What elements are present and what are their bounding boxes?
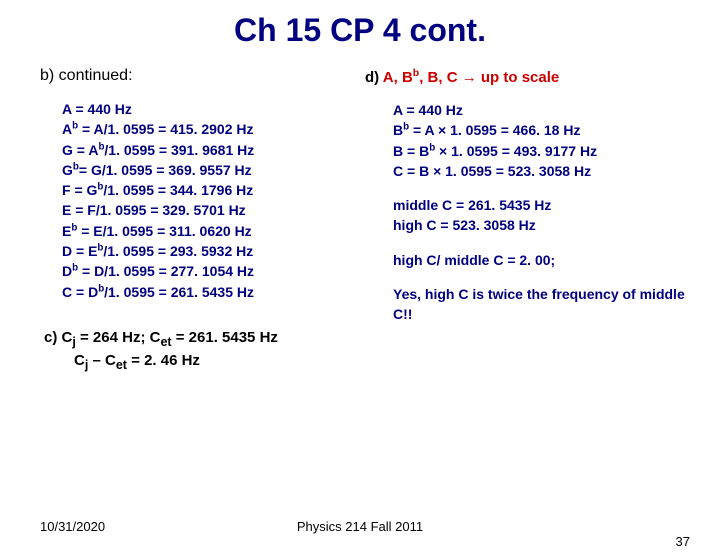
content-area: b) continued: A = 440 Hz Ab = A/1. 0595 … [0,67,720,374]
b-line: Ab = A/1. 0595 = 415. 2902 Hz [62,119,365,139]
d-label: d) [365,69,379,86]
section-b-list: A = 440 Hz Ab = A/1. 0595 = 415. 2902 Hz… [62,99,365,302]
b-line: Eb = E/1. 0595 = 311. 0620 Hz [62,221,365,241]
d-line: C = B × 1. 0595 = 523. 3058 Hz [393,161,690,181]
d-line: Bb = A × 1. 0595 = 466. 18 Hz [393,120,690,140]
b-line: G = Ab/1. 0595 = 391. 9681 Hz [62,140,365,160]
footer-page: 37 [676,534,690,549]
section-b-heading: b) continued: [40,67,365,85]
c-line2: Cj – Cet = 2. 46 Hz [74,351,365,374]
b-line: C = Db/1. 0595 = 261. 5435 Hz [62,282,365,302]
b-line: D = Eb/1. 0595 = 293. 5932 Hz [62,241,365,261]
d-ratio: high C/ middle C = 2. 00; [393,250,690,270]
b-line: Db = D/1. 0595 = 277. 1054 Hz [62,261,365,281]
footer-center: Physics 214 Fall 2011 [0,519,720,534]
d-line: B = Bb × 1. 0595 = 493. 9177 Hz [393,141,690,161]
footer-date: 10/31/2020 [40,519,105,534]
c-line1: c) Cj = 264 Hz; Cet = 261. 5435 Hz [44,328,365,351]
left-column: b) continued: A = 440 Hz Ab = A/1. 0595 … [40,67,365,374]
d-mid: high C = 523. 3058 Hz [393,215,690,235]
b-line: E = F/1. 0595 = 329. 5701 Hz [62,200,365,220]
footer: 10/31/2020 Physics 214 Fall 2011 37 [0,519,720,534]
d-yes: Yes, high C is twice the frequency of mi… [393,284,690,325]
d-head-red: A, Bb, B, C → up to scale [383,69,559,86]
section-d-heading: d) A, Bb, B, C → up to scale [365,67,690,86]
d-mid: middle C = 261. 5435 Hz [393,195,690,215]
b-line: A = 440 Hz [62,99,365,119]
right-column: d) A, Bb, B, C → up to scale A = 440 Hz … [365,67,690,374]
section-d-list: A = 440 Hz Bb = A × 1. 0595 = 466. 18 Hz… [393,100,690,325]
b-line: Gb= G/1. 0595 = 369. 9557 Hz [62,160,365,180]
page-title: Ch 15 CP 4 cont. [0,12,720,49]
b-line: F = Gb/1. 0595 = 344. 1796 Hz [62,180,365,200]
section-c: c) Cj = 264 Hz; Cet = 261. 5435 Hz Cj – … [44,328,365,374]
d-line: A = 440 Hz [393,100,690,120]
